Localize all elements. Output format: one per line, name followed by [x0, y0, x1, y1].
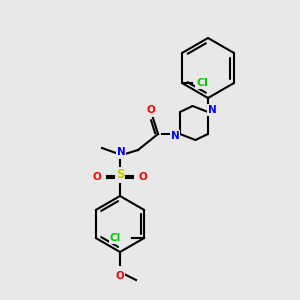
- Text: N: N: [171, 131, 179, 141]
- Text: O: O: [147, 105, 155, 115]
- Text: Cl: Cl: [110, 233, 121, 243]
- Text: O: O: [116, 271, 124, 281]
- Text: O: O: [139, 172, 147, 182]
- Text: O: O: [93, 172, 101, 182]
- Text: S: S: [116, 169, 124, 182]
- Text: Cl: Cl: [196, 78, 208, 88]
- Text: N: N: [208, 105, 216, 115]
- Text: N: N: [117, 147, 125, 157]
